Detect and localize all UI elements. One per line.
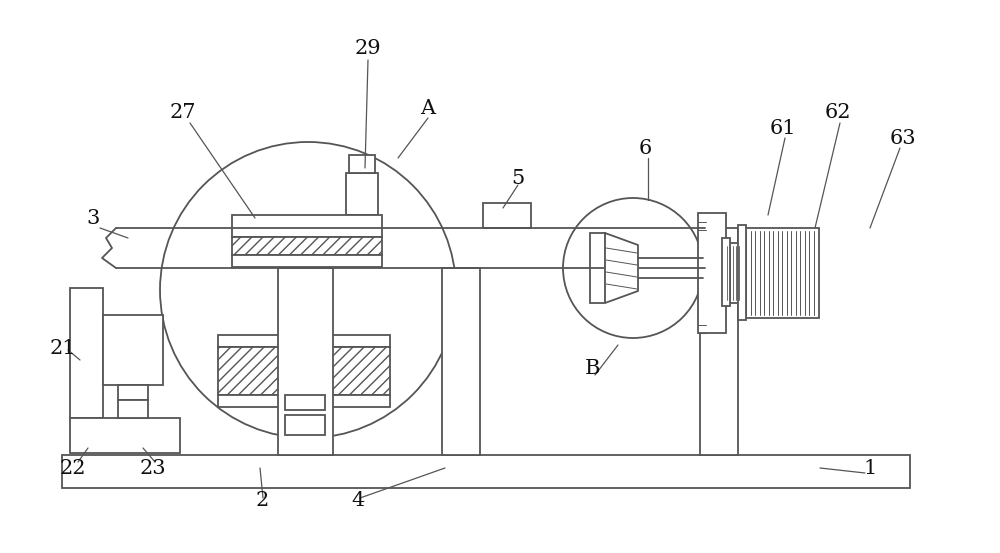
Bar <box>218 347 390 395</box>
Text: B: B <box>585 358 601 378</box>
Bar <box>232 215 382 237</box>
Text: 63: 63 <box>890 128 916 148</box>
Text: 22: 22 <box>60 458 86 477</box>
Text: 29: 29 <box>355 39 381 58</box>
Bar <box>118 385 148 400</box>
Text: 5: 5 <box>511 169 525 187</box>
Text: 21: 21 <box>50 338 76 357</box>
Bar <box>722 238 730 306</box>
Bar <box>285 415 325 435</box>
Bar <box>744 228 819 318</box>
Text: 3: 3 <box>86 208 100 227</box>
Bar <box>70 288 103 418</box>
Bar <box>346 173 378 215</box>
Bar <box>232 255 382 267</box>
Bar <box>738 225 746 320</box>
Bar <box>349 155 375 173</box>
Text: 2: 2 <box>255 491 269 509</box>
Bar <box>726 243 744 303</box>
Bar <box>590 233 605 303</box>
Text: A: A <box>420 98 436 117</box>
Text: 61: 61 <box>770 118 796 138</box>
Bar <box>118 400 148 418</box>
Text: 6: 6 <box>638 138 652 158</box>
Bar <box>442 268 480 455</box>
Bar <box>232 237 382 255</box>
Bar <box>70 418 180 453</box>
Bar <box>483 203 531 228</box>
Text: 4: 4 <box>351 491 365 509</box>
Bar <box>698 213 726 333</box>
Bar <box>218 335 390 347</box>
Text: 27: 27 <box>170 103 196 123</box>
Text: 62: 62 <box>825 103 851 123</box>
Text: 1: 1 <box>863 458 877 477</box>
Polygon shape <box>605 233 638 303</box>
Bar <box>103 315 163 385</box>
Bar <box>218 395 390 407</box>
Bar <box>700 228 738 455</box>
Bar <box>285 395 325 410</box>
Text: 23: 23 <box>140 458 166 477</box>
Bar <box>62 455 910 488</box>
Bar <box>278 268 333 455</box>
